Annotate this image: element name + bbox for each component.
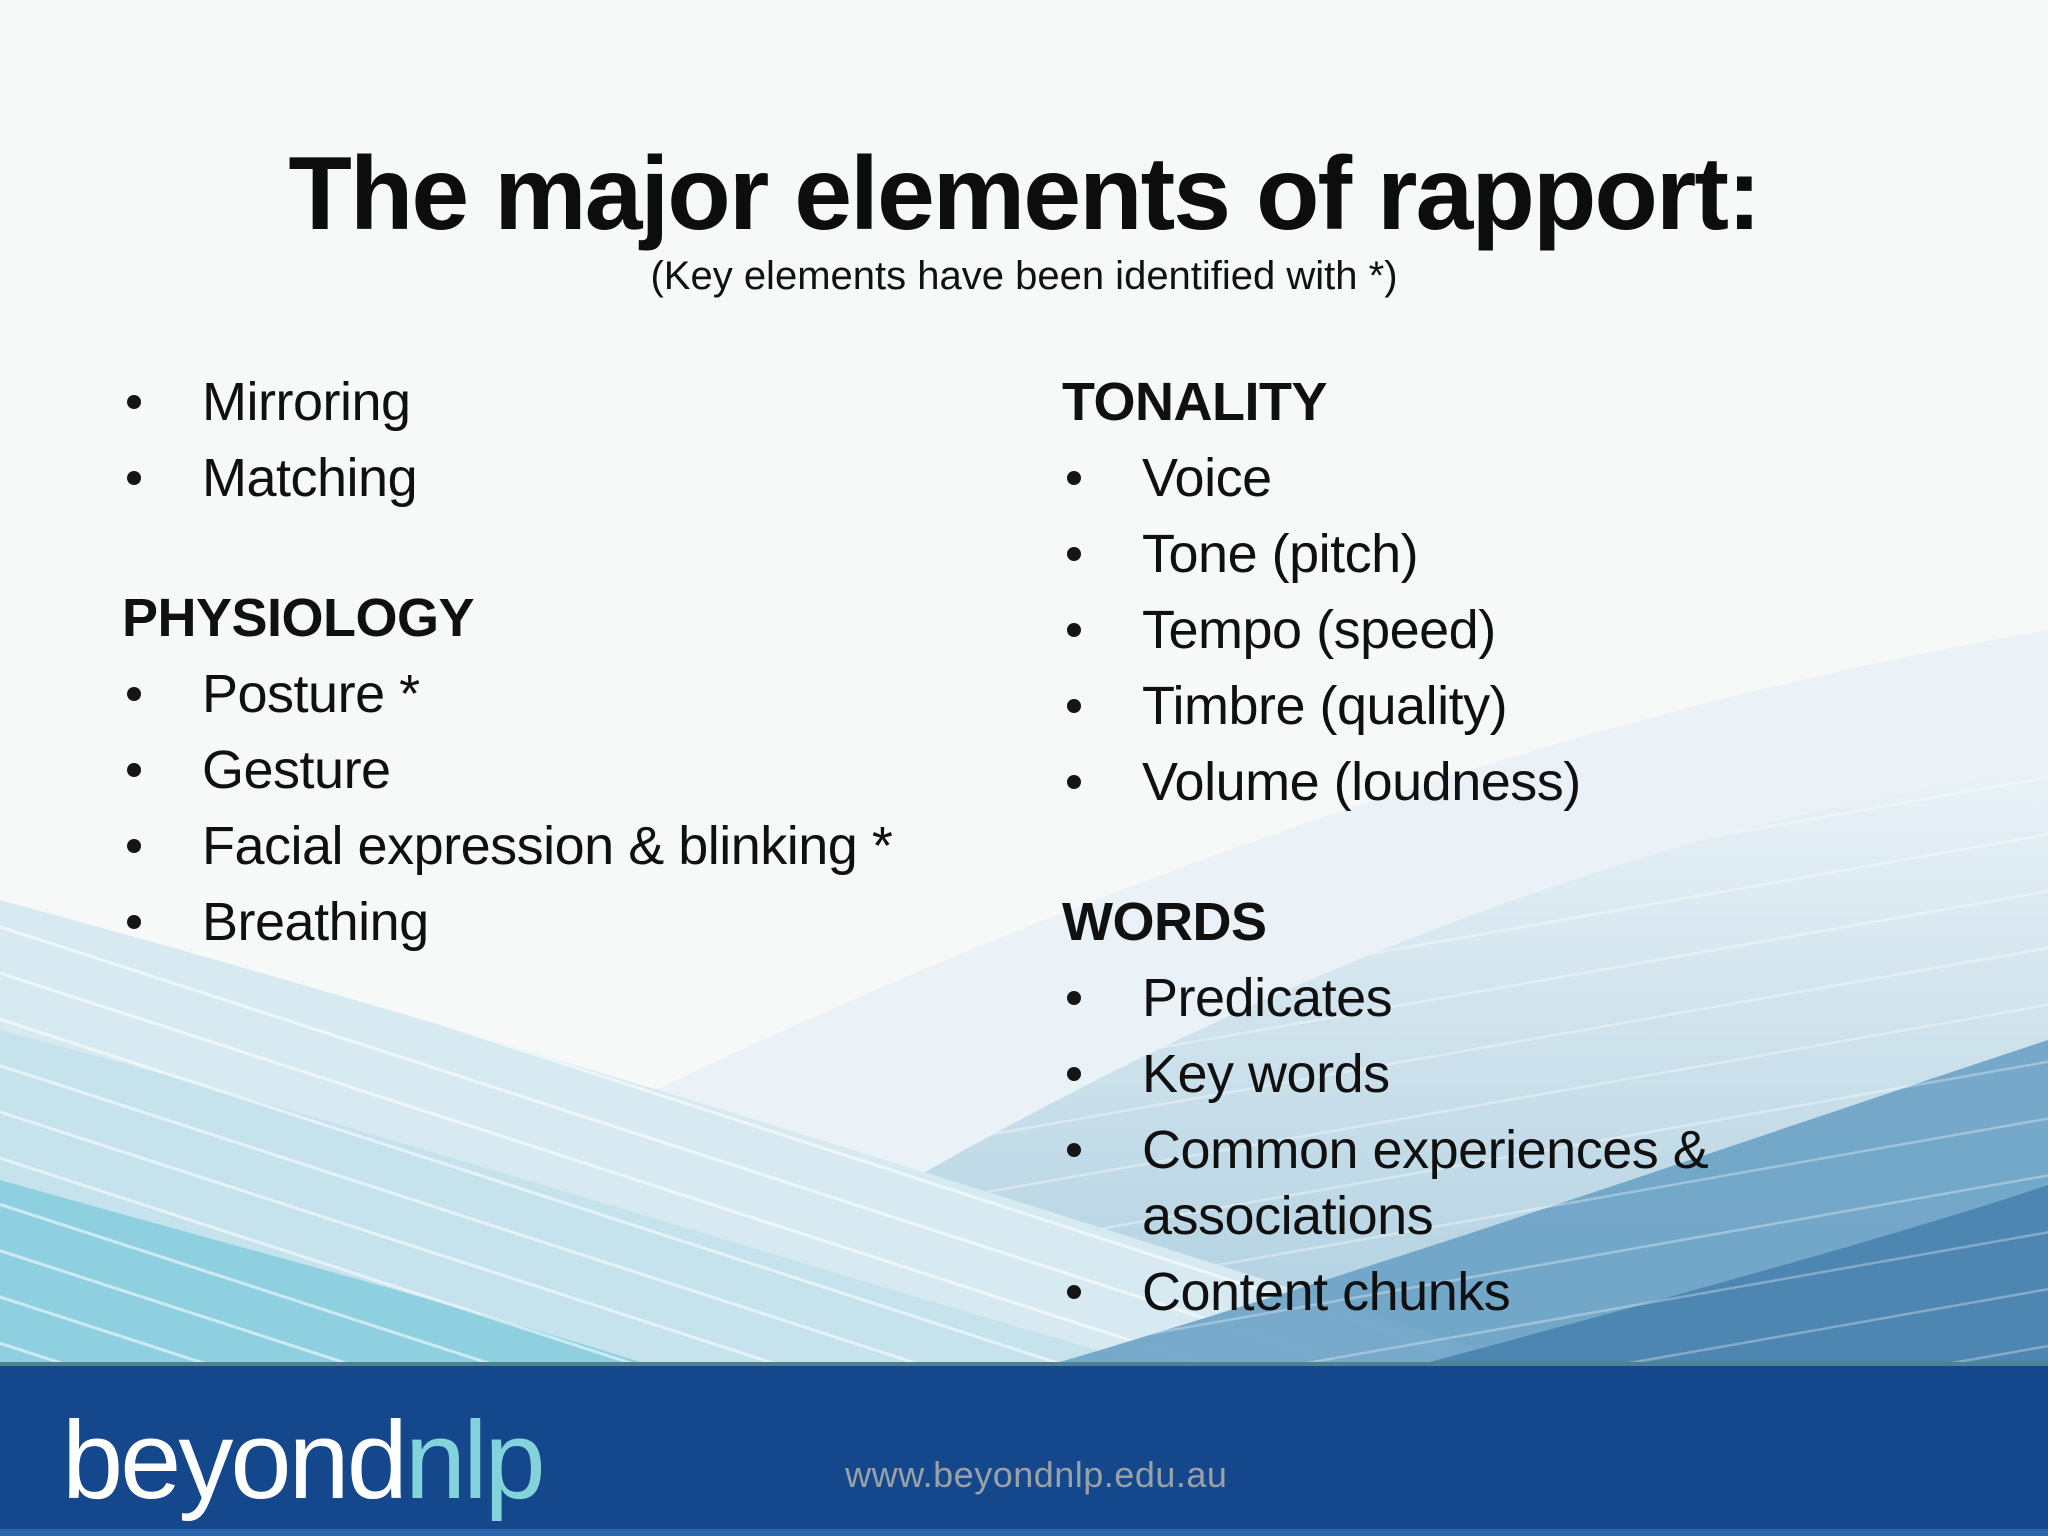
bullet-icon (1062, 1041, 1142, 1107)
list-item-text: Voice (1142, 448, 1272, 508)
list-item: Matching (122, 445, 1042, 511)
footer-url: www.beyondnlp.edu.au (845, 1453, 1228, 1495)
list-item: Breathing (122, 889, 1042, 955)
list-item-text: Posture * (202, 664, 420, 724)
bullet-icon (1062, 1117, 1142, 1183)
list-item: Volume (loudness) (1062, 749, 1762, 815)
list-item-text: Facial expression & blinking * (202, 816, 893, 876)
tonality-list: Voice Tone (pitch) Tempo (speed) Timbre (qu… (1062, 445, 1762, 815)
bullet-icon (122, 661, 202, 727)
list-item-text: Tone (pitch) (1142, 524, 1419, 584)
tonality-heading: TONALITY (1062, 372, 1328, 432)
left-column: Mirroring Matching PHYSIOLOGY Posture * Ge… (122, 369, 1042, 965)
list-item: Content chunks (1062, 1259, 1762, 1325)
list-item-text: Timbre (quality) (1142, 676, 1508, 736)
list-item-text: Key words (1142, 1044, 1390, 1104)
footer-bar: beyondnlp www.beyondnlp.edu.au (0, 1362, 2048, 1536)
bullet-icon (1062, 597, 1142, 663)
list-item-text: Breathing (202, 892, 429, 952)
beyondnlp-logo: beyondnlp (62, 1406, 546, 1516)
list-item-text: Tempo (speed) (1142, 600, 1496, 660)
bullet-icon (1062, 1259, 1142, 1325)
right-column: TONALITY Voice Tone (pitch) Tempo (speed) T… (1062, 369, 1762, 1335)
list-item: Posture * (122, 661, 1042, 727)
list-item: Tempo (speed) (1062, 597, 1762, 663)
list-item: Common experiences & associations (1062, 1117, 1762, 1249)
list-item-text: Common experiences & associations (1142, 1120, 1709, 1246)
intro-list: Mirroring Matching (122, 369, 1042, 511)
list-item: Timbre (quality) (1062, 673, 1762, 739)
physiology-heading: PHYSIOLOGY (122, 588, 475, 648)
spacer (1062, 825, 1762, 889)
list-item: Gesture (122, 737, 1042, 803)
list-item: Mirroring (122, 369, 1042, 435)
list-item: Facial expression & blinking * (122, 813, 1042, 879)
list-item: Voice (1062, 445, 1762, 511)
bullet-icon (1062, 521, 1142, 587)
list-item-text: Content chunks (1142, 1262, 1511, 1322)
slide-header: The major elements of rapport: (Key elem… (0, 138, 2048, 300)
slide-title: The major elements of rapport: (288, 136, 1761, 252)
physiology-list: Posture * Gesture Facial expression & blin… (122, 661, 1042, 955)
bullet-icon (1062, 965, 1142, 1031)
bullet-icon (122, 445, 202, 511)
list-item: Predicates (1062, 965, 1762, 1031)
bullet-icon (1062, 673, 1142, 739)
list-item-text: Gesture (202, 740, 391, 800)
bullet-icon (122, 737, 202, 803)
words-list: Predicates Key words Common experiences & … (1062, 965, 1762, 1325)
list-item-text: Predicates (1142, 968, 1393, 1028)
bullet-icon (122, 813, 202, 879)
logo-beyond: beyond (62, 1399, 408, 1523)
list-item: Tone (pitch) (1062, 521, 1762, 587)
bullet-icon (122, 889, 202, 955)
list-item-text: Mirroring (202, 372, 411, 432)
words-heading: WORDS (1062, 892, 1267, 952)
list-item-text: Matching (202, 448, 418, 508)
bullet-icon (1062, 445, 1142, 511)
bullet-icon (1062, 749, 1142, 815)
spacer (122, 521, 1042, 585)
list-item: Key words (1062, 1041, 1762, 1107)
slide-subtitle: (Key elements have been identified with … (650, 254, 1398, 298)
logo-nlp: nlp (404, 1399, 546, 1523)
bullet-icon (122, 369, 202, 435)
list-item-text: Volume (loudness) (1142, 752, 1581, 812)
